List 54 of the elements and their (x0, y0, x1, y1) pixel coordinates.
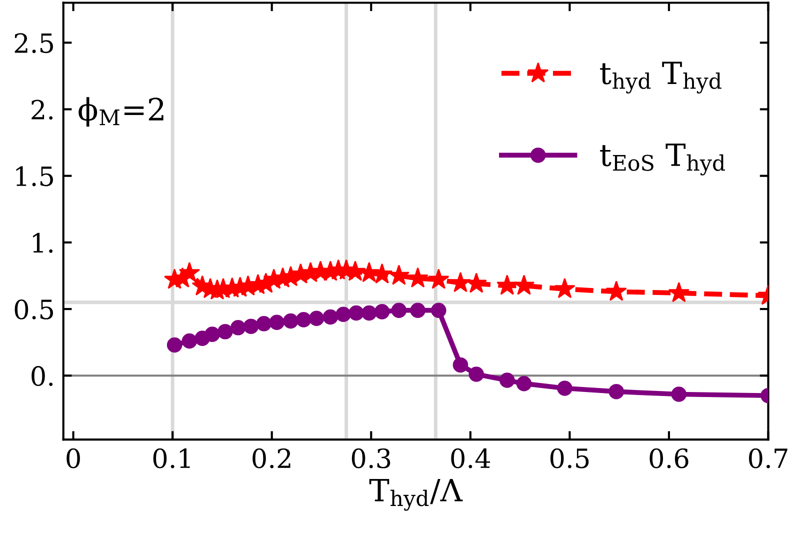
legend-label: t$_{EoS}$ T$_{hyd}$ (600, 144, 726, 176)
x-tick-label: 0.2 (252, 448, 290, 468)
point (296, 312, 312, 328)
y-tick-label: 2. (32, 100, 53, 120)
x-tick-label: 0.3 (352, 448, 390, 468)
point (450, 272, 472, 292)
point (308, 310, 324, 326)
point (230, 320, 246, 336)
point (516, 376, 532, 392)
annotation: ϕ$_{M}$=2 (78, 97, 164, 127)
point (269, 314, 284, 330)
x-tick-label: 0.1 (153, 448, 190, 468)
point (407, 267, 428, 288)
point (178, 262, 200, 282)
point (468, 366, 484, 382)
y-tick-label: 1. (33, 232, 53, 253)
y-tick-label: 0. (32, 366, 53, 386)
point (428, 268, 450, 289)
point (348, 305, 364, 321)
point (499, 372, 515, 388)
point (243, 318, 259, 334)
point (410, 302, 426, 318)
x-axis-title: T$_{hyd}$/Λ (369, 478, 463, 511)
point (496, 274, 518, 295)
point (374, 304, 390, 320)
point (182, 333, 198, 349)
point (362, 305, 377, 321)
point (513, 274, 535, 295)
point (606, 280, 627, 301)
x-tick-label: 0.5 (550, 448, 589, 468)
point (322, 309, 338, 325)
x-tick-label: 0.7 (748, 448, 788, 468)
y-tick-label: 1.5 (16, 166, 53, 186)
point (336, 306, 351, 322)
point (668, 282, 690, 302)
point (166, 337, 182, 353)
point (452, 357, 468, 373)
y-tick-label: 0.5 (14, 299, 53, 320)
point (554, 278, 576, 298)
x-tick-label: 0 (66, 448, 80, 468)
x-tick-label: 0.6 (650, 448, 688, 468)
x-tick-label: 0.4 (451, 448, 490, 468)
point (608, 384, 624, 400)
point (218, 324, 233, 340)
point (557, 380, 572, 396)
point (671, 386, 687, 402)
point (430, 302, 446, 318)
point (388, 264, 410, 285)
point (391, 302, 407, 318)
point (204, 326, 220, 342)
y-tick-label: 2.5 (14, 33, 53, 54)
point (256, 316, 272, 332)
legend-label: t$_{hyd}$ T$_{hyd}$ (600, 62, 722, 94)
point (283, 313, 298, 329)
